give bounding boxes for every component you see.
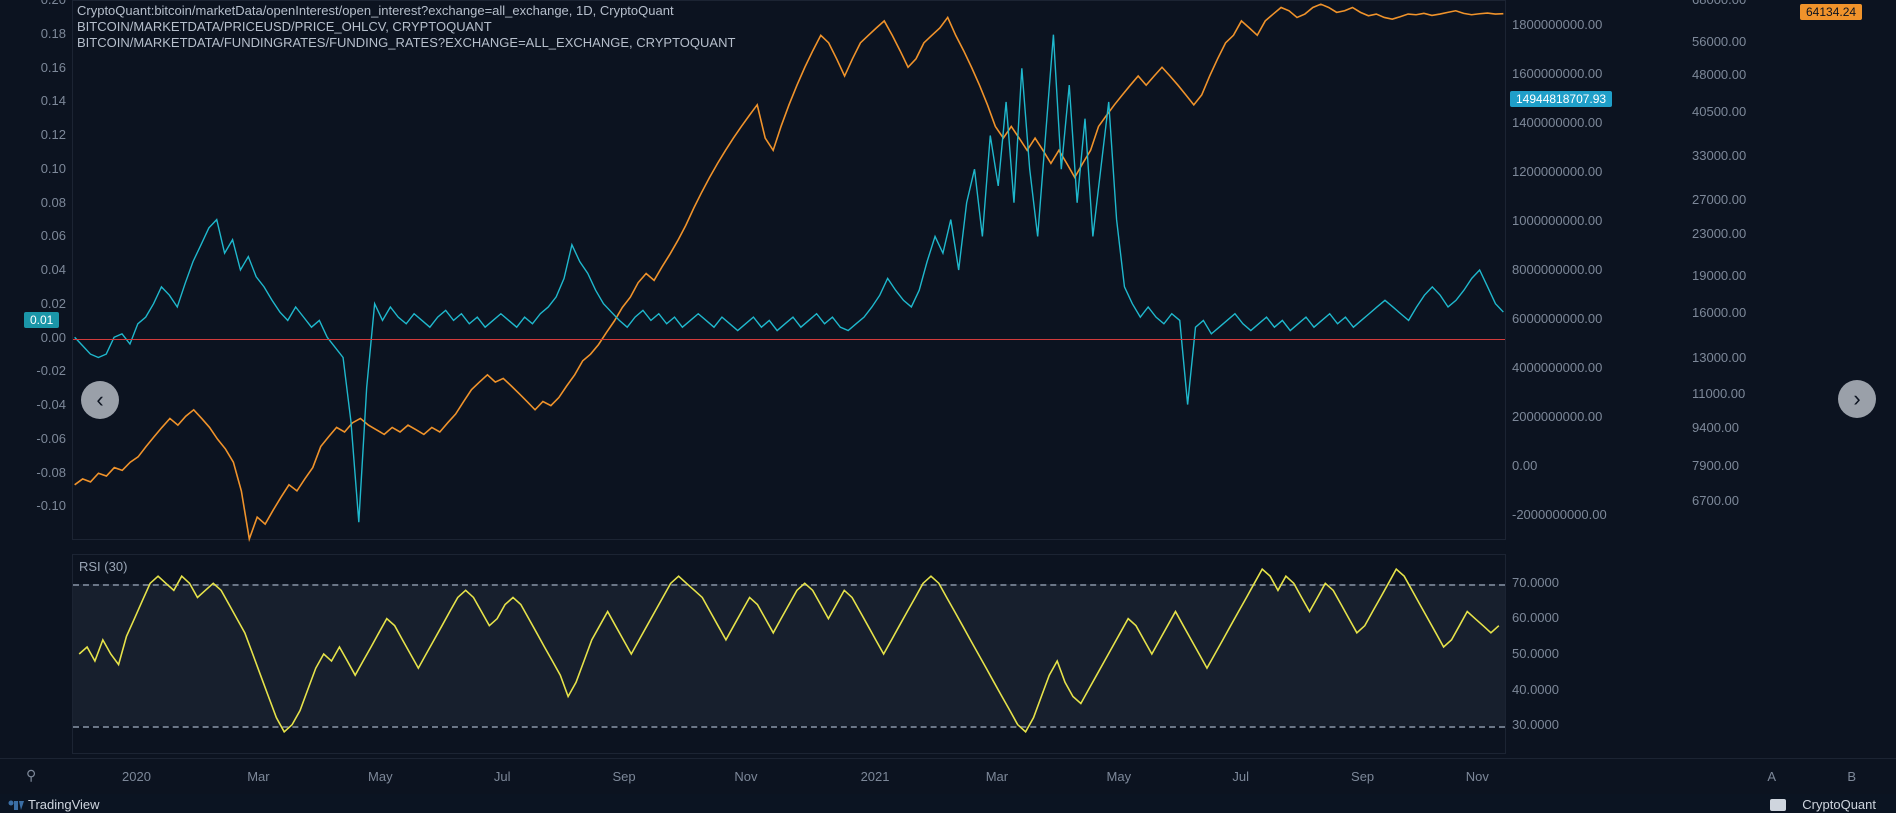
y2-tick: 0.00 bbox=[1512, 458, 1537, 473]
tradingview-icon bbox=[8, 799, 24, 811]
funding-zero-line bbox=[73, 339, 1505, 340]
y3-tick: 48000.00 bbox=[1692, 67, 1746, 82]
y2-tick: 8000000000.00 bbox=[1512, 262, 1602, 277]
rsi-tick: 70.0000 bbox=[1512, 575, 1559, 590]
tradingview-label: TradingView bbox=[28, 797, 100, 812]
legend-line-2: BITCOIN/MARKETDATA/PRICEUSD/PRICE_OHLCV,… bbox=[77, 19, 735, 35]
y3-tick: 16000.00 bbox=[1692, 305, 1746, 320]
time-tick: 2020 bbox=[122, 769, 151, 784]
y3-tick: 9400.00 bbox=[1692, 420, 1739, 435]
time-axis[interactable]: ⚲ A B 2020 Mar May Jul Sep Nov 2021 Mar May Jul Se… bbox=[0, 758, 1896, 794]
y3-tick: 6700.00 bbox=[1692, 493, 1739, 508]
y1-tick: -0.10 bbox=[6, 498, 66, 513]
y1-tick: 0.14 bbox=[6, 93, 66, 108]
y2-tick: 4000000000.00 bbox=[1512, 360, 1602, 375]
time-tick: Jul bbox=[1232, 769, 1249, 784]
time-tick: Nov bbox=[734, 769, 757, 784]
price-current-badge: 64134.24 bbox=[1800, 4, 1862, 20]
time-tick: 2021 bbox=[861, 769, 890, 784]
y2-tick: 2000000000.00 bbox=[1512, 409, 1602, 424]
y1-tick: 0.10 bbox=[6, 161, 66, 176]
rsi-tick: 50.0000 bbox=[1512, 646, 1559, 661]
y1-tick: -0.04 bbox=[6, 397, 66, 412]
y1-tick: 0.20 bbox=[6, 0, 66, 7]
series-legend: CryptoQuant:bitcoin/marketData/openInter… bbox=[77, 3, 735, 51]
y-axis-rsi: 70.0000 60.0000 50.0000 40.0000 30.0000 bbox=[1506, 554, 1686, 754]
rsi-title: RSI (30) bbox=[79, 559, 127, 574]
range-label-a[interactable]: A bbox=[1767, 769, 1776, 784]
y1-tick: 0.00 bbox=[6, 330, 66, 345]
price-line bbox=[75, 4, 1504, 539]
legend-line-3: BITCOIN/MARKETDATA/FUNDINGRATES/FUNDING_… bbox=[77, 35, 735, 51]
time-tick: Sep bbox=[1351, 769, 1374, 784]
y3-tick: 33000.00 bbox=[1692, 148, 1746, 163]
rsi-svg bbox=[73, 555, 1505, 753]
y1-tick: 0.16 bbox=[6, 60, 66, 75]
rsi-panel[interactable]: RSI (30) bbox=[72, 554, 1506, 754]
y1-tick: -0.08 bbox=[6, 465, 66, 480]
y3-tick: 23000.00 bbox=[1692, 226, 1746, 241]
y2-tick: 1000000000.00 bbox=[1512, 213, 1602, 228]
y2-tick: 1800000000.00 bbox=[1512, 17, 1602, 32]
y-axis-funding: 0.20 0.18 0.16 0.14 0.12 0.10 0.08 0.06 0.04 0.02… bbox=[0, 0, 72, 540]
chart-root: { "legend": { "line1": "CryptoQuant:bitc… bbox=[0, 0, 1896, 813]
y3-tick: 56000.00 bbox=[1692, 34, 1746, 49]
y2-tick: 6000000000.00 bbox=[1512, 311, 1602, 326]
y-axis-price: 68000.00 56000.00 48000.00 40500.00 33000.00… bbox=[1686, 0, 1796, 540]
rsi-line bbox=[79, 569, 1499, 732]
y1-tick: -0.02 bbox=[6, 363, 66, 378]
y3-tick: 27000.00 bbox=[1692, 192, 1746, 207]
footer-bar: TradingView CryptoQuant bbox=[0, 794, 1896, 813]
y1-tick: 0.04 bbox=[6, 262, 66, 277]
y3-tick: 40500.00 bbox=[1692, 104, 1746, 119]
range-label-b[interactable]: B bbox=[1847, 769, 1856, 784]
cryptoquant-icon bbox=[1770, 799, 1786, 811]
y2-tick: 1400000000.00 bbox=[1512, 115, 1602, 130]
cryptoquant-label: CryptoQuant bbox=[1802, 797, 1876, 812]
time-tick: Mar bbox=[986, 769, 1008, 784]
y-axis-open-interest: 1800000000.00 1600000000.00 1400000000.00 1… bbox=[1506, 0, 1686, 540]
legend-line-1: CryptoQuant:bitcoin/marketData/openInter… bbox=[77, 3, 735, 19]
y3-tick: 13000.00 bbox=[1692, 350, 1746, 365]
y2-tick: 1200000000.00 bbox=[1512, 164, 1602, 179]
y3-tick: 7900.00 bbox=[1692, 458, 1739, 473]
chevron-left-icon: ‹ bbox=[96, 387, 103, 413]
time-tick: May bbox=[1107, 769, 1132, 784]
y2-tick: 1600000000.00 bbox=[1512, 66, 1602, 81]
y1-tick: 0.08 bbox=[6, 195, 66, 210]
funding-current-badge: 0.01 bbox=[24, 312, 59, 328]
funding-line bbox=[75, 35, 1504, 522]
time-tick: May bbox=[368, 769, 393, 784]
y1-tick: 0.02 bbox=[6, 296, 66, 311]
scroll-left-button[interactable]: ‹ bbox=[81, 381, 119, 419]
zoom-icon[interactable]: ⚲ bbox=[26, 767, 36, 784]
chevron-right-icon: › bbox=[1853, 386, 1860, 412]
y1-tick: 0.06 bbox=[6, 228, 66, 243]
open-interest-current-badge: 14944818707.93 bbox=[1510, 91, 1612, 107]
y3-tick: 11000.00 bbox=[1692, 386, 1745, 401]
time-tick: Jul bbox=[494, 769, 511, 784]
main-chart-panel[interactable]: CryptoQuant:bitcoin/marketData/openInter… bbox=[72, 0, 1506, 540]
time-tick: Sep bbox=[613, 769, 636, 784]
time-tick: Mar bbox=[247, 769, 269, 784]
scroll-right-button[interactable]: › bbox=[1838, 380, 1876, 418]
time-tick: Nov bbox=[1466, 769, 1489, 784]
y3-tick: 68000.00 bbox=[1692, 0, 1746, 7]
main-chart-svg bbox=[73, 1, 1505, 539]
rsi-tick: 40.0000 bbox=[1512, 682, 1559, 697]
y1-tick: -0.06 bbox=[6, 431, 66, 446]
y3-tick: 19000.00 bbox=[1692, 268, 1746, 283]
y1-tick: 0.18 bbox=[6, 26, 66, 41]
rsi-tick: 30.0000 bbox=[1512, 717, 1559, 732]
rsi-tick: 60.0000 bbox=[1512, 610, 1559, 625]
y1-tick: 0.12 bbox=[6, 127, 66, 142]
y2-tick: -2000000000.00 bbox=[1512, 507, 1607, 522]
